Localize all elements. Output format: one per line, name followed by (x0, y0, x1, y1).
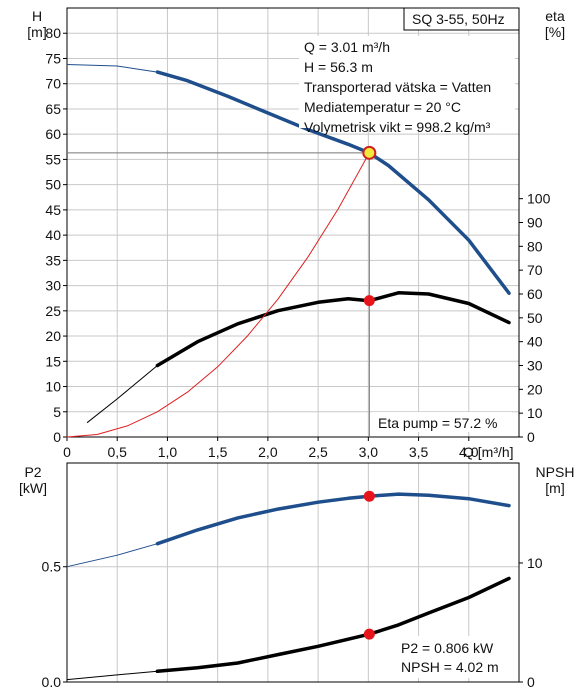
x-tick-label: 4,0 (459, 444, 479, 460)
x-tick-label: 1,5 (208, 444, 228, 460)
h-tick-label: 25 (45, 303, 61, 319)
npsh-tick-label: 10 (527, 555, 543, 571)
h-tick-label: 50 (45, 177, 61, 193)
p2-point-marker (363, 490, 375, 502)
h-tick-label: 10 (45, 379, 61, 395)
h-tick-label: 70 (45, 76, 61, 92)
system-curve-curve (66, 152, 370, 438)
eta-tick-label: 100 (527, 191, 551, 207)
top-curves (66, 64, 511, 438)
eta-tick-label: 80 (527, 238, 543, 254)
p2-tick-label: 0.0 (42, 674, 62, 690)
x-tick-label: 2,5 (308, 444, 328, 460)
eta-axis-label: eta (545, 8, 565, 24)
h-tick-label: 0 (53, 429, 61, 445)
h-tick-label: 5 (53, 404, 61, 420)
bottom-points (363, 490, 375, 640)
x-tick-label: 0,5 (107, 444, 127, 460)
info-p2: P2 = 0.806 kW (401, 640, 494, 656)
operating-point-marker (362, 145, 377, 160)
eta-pump-label: Eta pump = 57.2 % (378, 415, 497, 431)
eta-axis-unit: [%] (545, 24, 565, 40)
x-tick-label: 3,5 (409, 444, 429, 460)
info-h: H = 56.3 m (304, 59, 373, 75)
title-box (403, 7, 520, 31)
head-curve (155, 70, 511, 295)
eta-tick-label: 60 (527, 286, 543, 302)
h-tick-label: 60 (45, 126, 61, 142)
eta-tick-label: 0 (527, 429, 535, 445)
npsh-tick-label: 0 (527, 674, 535, 690)
x-tick-label: 2,0 (258, 444, 278, 460)
p2-axis-label: P2 (24, 464, 41, 480)
eta-tick-label: 20 (527, 381, 543, 397)
bottom-curves (66, 492, 511, 681)
bottom-right-ticks: 0 10 (519, 555, 543, 690)
eta-pump-curve (155, 291, 511, 368)
bottom-plot-frame (66, 462, 520, 683)
eta-tick-label: 50 (527, 310, 543, 326)
h-tick-label: 35 (45, 252, 61, 268)
npsh-curve-thin (66, 670, 158, 681)
info-temperature: Mediatemperatur = 20 °C (304, 99, 461, 115)
eta-point-marker (363, 295, 375, 307)
bottom-info-bg (396, 636, 514, 678)
npsh-point-marker (363, 628, 375, 640)
eta-label-bg (372, 412, 512, 432)
top-left-ticks: 0 5 10 15 20 25 30 35 40 45 50 55 60 65 70 75 80 (45, 25, 67, 445)
eta-tick-label: 70 (527, 262, 543, 278)
info-q: Q = 3.01 m³/h (304, 39, 390, 55)
h-axis-label: H (32, 8, 42, 24)
eta-tick-label: 90 (527, 215, 543, 231)
info-box-bg (299, 36, 515, 128)
bottom-left-ticks: 0.0 0.5 (42, 559, 67, 690)
npsh-curve (155, 576, 511, 674)
top-x-ticks: 0 0,5 1,0 1,5 2,0 2,5 3,0 3,5 4,0 (63, 437, 479, 460)
x-tick-label: 0 (63, 444, 71, 460)
h-tick-label: 80 (45, 25, 61, 41)
h-tick-label: 45 (45, 202, 61, 218)
info-liquid: Transporterad vätska = Vatten (304, 79, 491, 95)
eta-pump-curve-thin (86, 365, 158, 424)
top-operating-lines (67, 152, 370, 437)
h-tick-label: 55 (45, 151, 61, 167)
top-right-ticks: 0 10 20 30 40 50 60 70 80 90 100 (519, 191, 551, 445)
eta-tick-label: 30 (527, 358, 543, 374)
h-tick-label: 75 (45, 50, 61, 66)
h-axis-unit: [m] (27, 24, 46, 40)
eta-tick-label: 10 (527, 405, 543, 421)
x-tick-label: 3,0 (359, 444, 379, 460)
head-curve-thin (66, 64, 158, 73)
h-tick-label: 30 (45, 278, 61, 294)
bottom-panel: 0.0 0.5 0 10 P2 [kW] NPSH [m] P2 = 0.806 k… (19, 462, 575, 690)
p2-tick-label: 0.5 (42, 559, 62, 575)
h-tick-label: 40 (45, 227, 61, 243)
p2-axis-unit: [kW] (19, 480, 47, 496)
info-npsh: NPSH = 4.02 m (401, 659, 499, 675)
eta-tick-label: 40 (527, 334, 543, 350)
p2-curve-thin (66, 543, 158, 568)
npsh-axis-unit: [m] (545, 480, 564, 496)
p2-curve (155, 492, 511, 546)
h-tick-label: 65 (45, 101, 61, 117)
h-tick-label: 15 (45, 353, 61, 369)
top-points (362, 145, 377, 307)
info-density: Volymetrisk vikt = 998.2 kg/m³ (304, 119, 491, 135)
chart-title: SQ 3-55, 50Hz (412, 11, 505, 27)
top-panel: 0 0,5 1,0 1,5 2,0 2,5 3,0 3,5 4,0 0 5 10 15 20 25 30 35… (27, 7, 565, 460)
h-tick-label: 20 (45, 328, 61, 344)
x-tick-label: 1,0 (158, 444, 178, 460)
npsh-axis-label: NPSH (536, 464, 575, 480)
q-axis-label: Q [m³/h] (463, 444, 514, 460)
